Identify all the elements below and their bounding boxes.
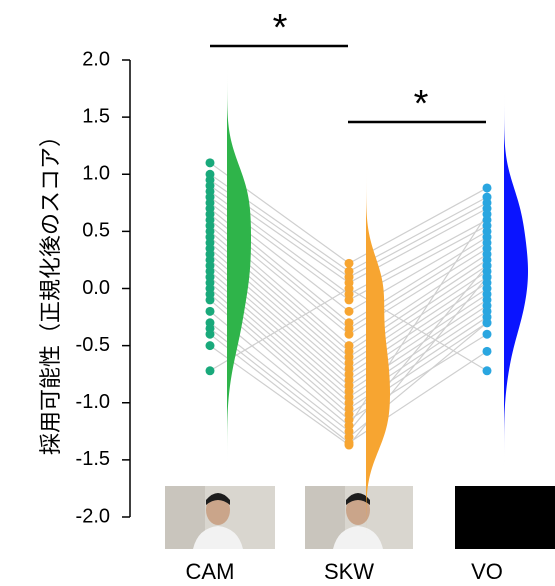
data-point — [206, 295, 215, 304]
data-point — [206, 366, 215, 375]
data-point — [345, 307, 354, 316]
y-tick-label: 1.0 — [82, 163, 110, 185]
data-point — [483, 273, 492, 282]
data-point — [483, 318, 492, 327]
data-point — [206, 330, 215, 339]
data-point — [483, 347, 492, 356]
chart: 採用可能性（正規化後のスコア） * * 2.0 1.5 1.0 0.5 0.0 -0.5 -… — [0, 0, 555, 586]
data-point — [345, 330, 354, 339]
half-violin — [227, 62, 251, 473]
data-point — [345, 284, 354, 293]
y-tick-label: 2.0 — [82, 48, 110, 70]
vo-thumbnail — [455, 486, 555, 549]
y-tick-label: -1.0 — [76, 391, 110, 413]
data-point — [206, 341, 215, 350]
cam-thumbnail — [165, 486, 275, 549]
data-point — [345, 295, 354, 304]
y-axis-label: 採用可能性（正規化後のスコア） — [38, 125, 63, 455]
half-violin — [504, 87, 528, 473]
y-tick-label: 1.5 — [82, 105, 110, 127]
y-tick-label: -2.0 — [76, 505, 110, 527]
data-point — [483, 330, 492, 339]
y-tick-label: -0.5 — [76, 334, 110, 356]
x-tick-label: SKW — [324, 559, 374, 584]
data-point — [345, 441, 354, 450]
data-point — [206, 158, 215, 167]
y-tick-label: 0.0 — [82, 277, 110, 299]
x-tick-label: VO — [471, 559, 503, 584]
data-point — [483, 366, 492, 375]
data-point — [483, 183, 492, 192]
y-tick-label: 0.5 — [82, 220, 110, 242]
data-point — [483, 210, 492, 219]
data-point — [345, 259, 354, 268]
significance-marker: * — [414, 83, 429, 125]
data-point — [206, 307, 215, 316]
significance-marker: * — [273, 7, 288, 49]
x-tick-label: CAM — [186, 559, 235, 584]
y-tick-label: -1.5 — [76, 448, 110, 470]
data-point — [483, 261, 492, 270]
skw-thumbnail — [305, 486, 413, 549]
